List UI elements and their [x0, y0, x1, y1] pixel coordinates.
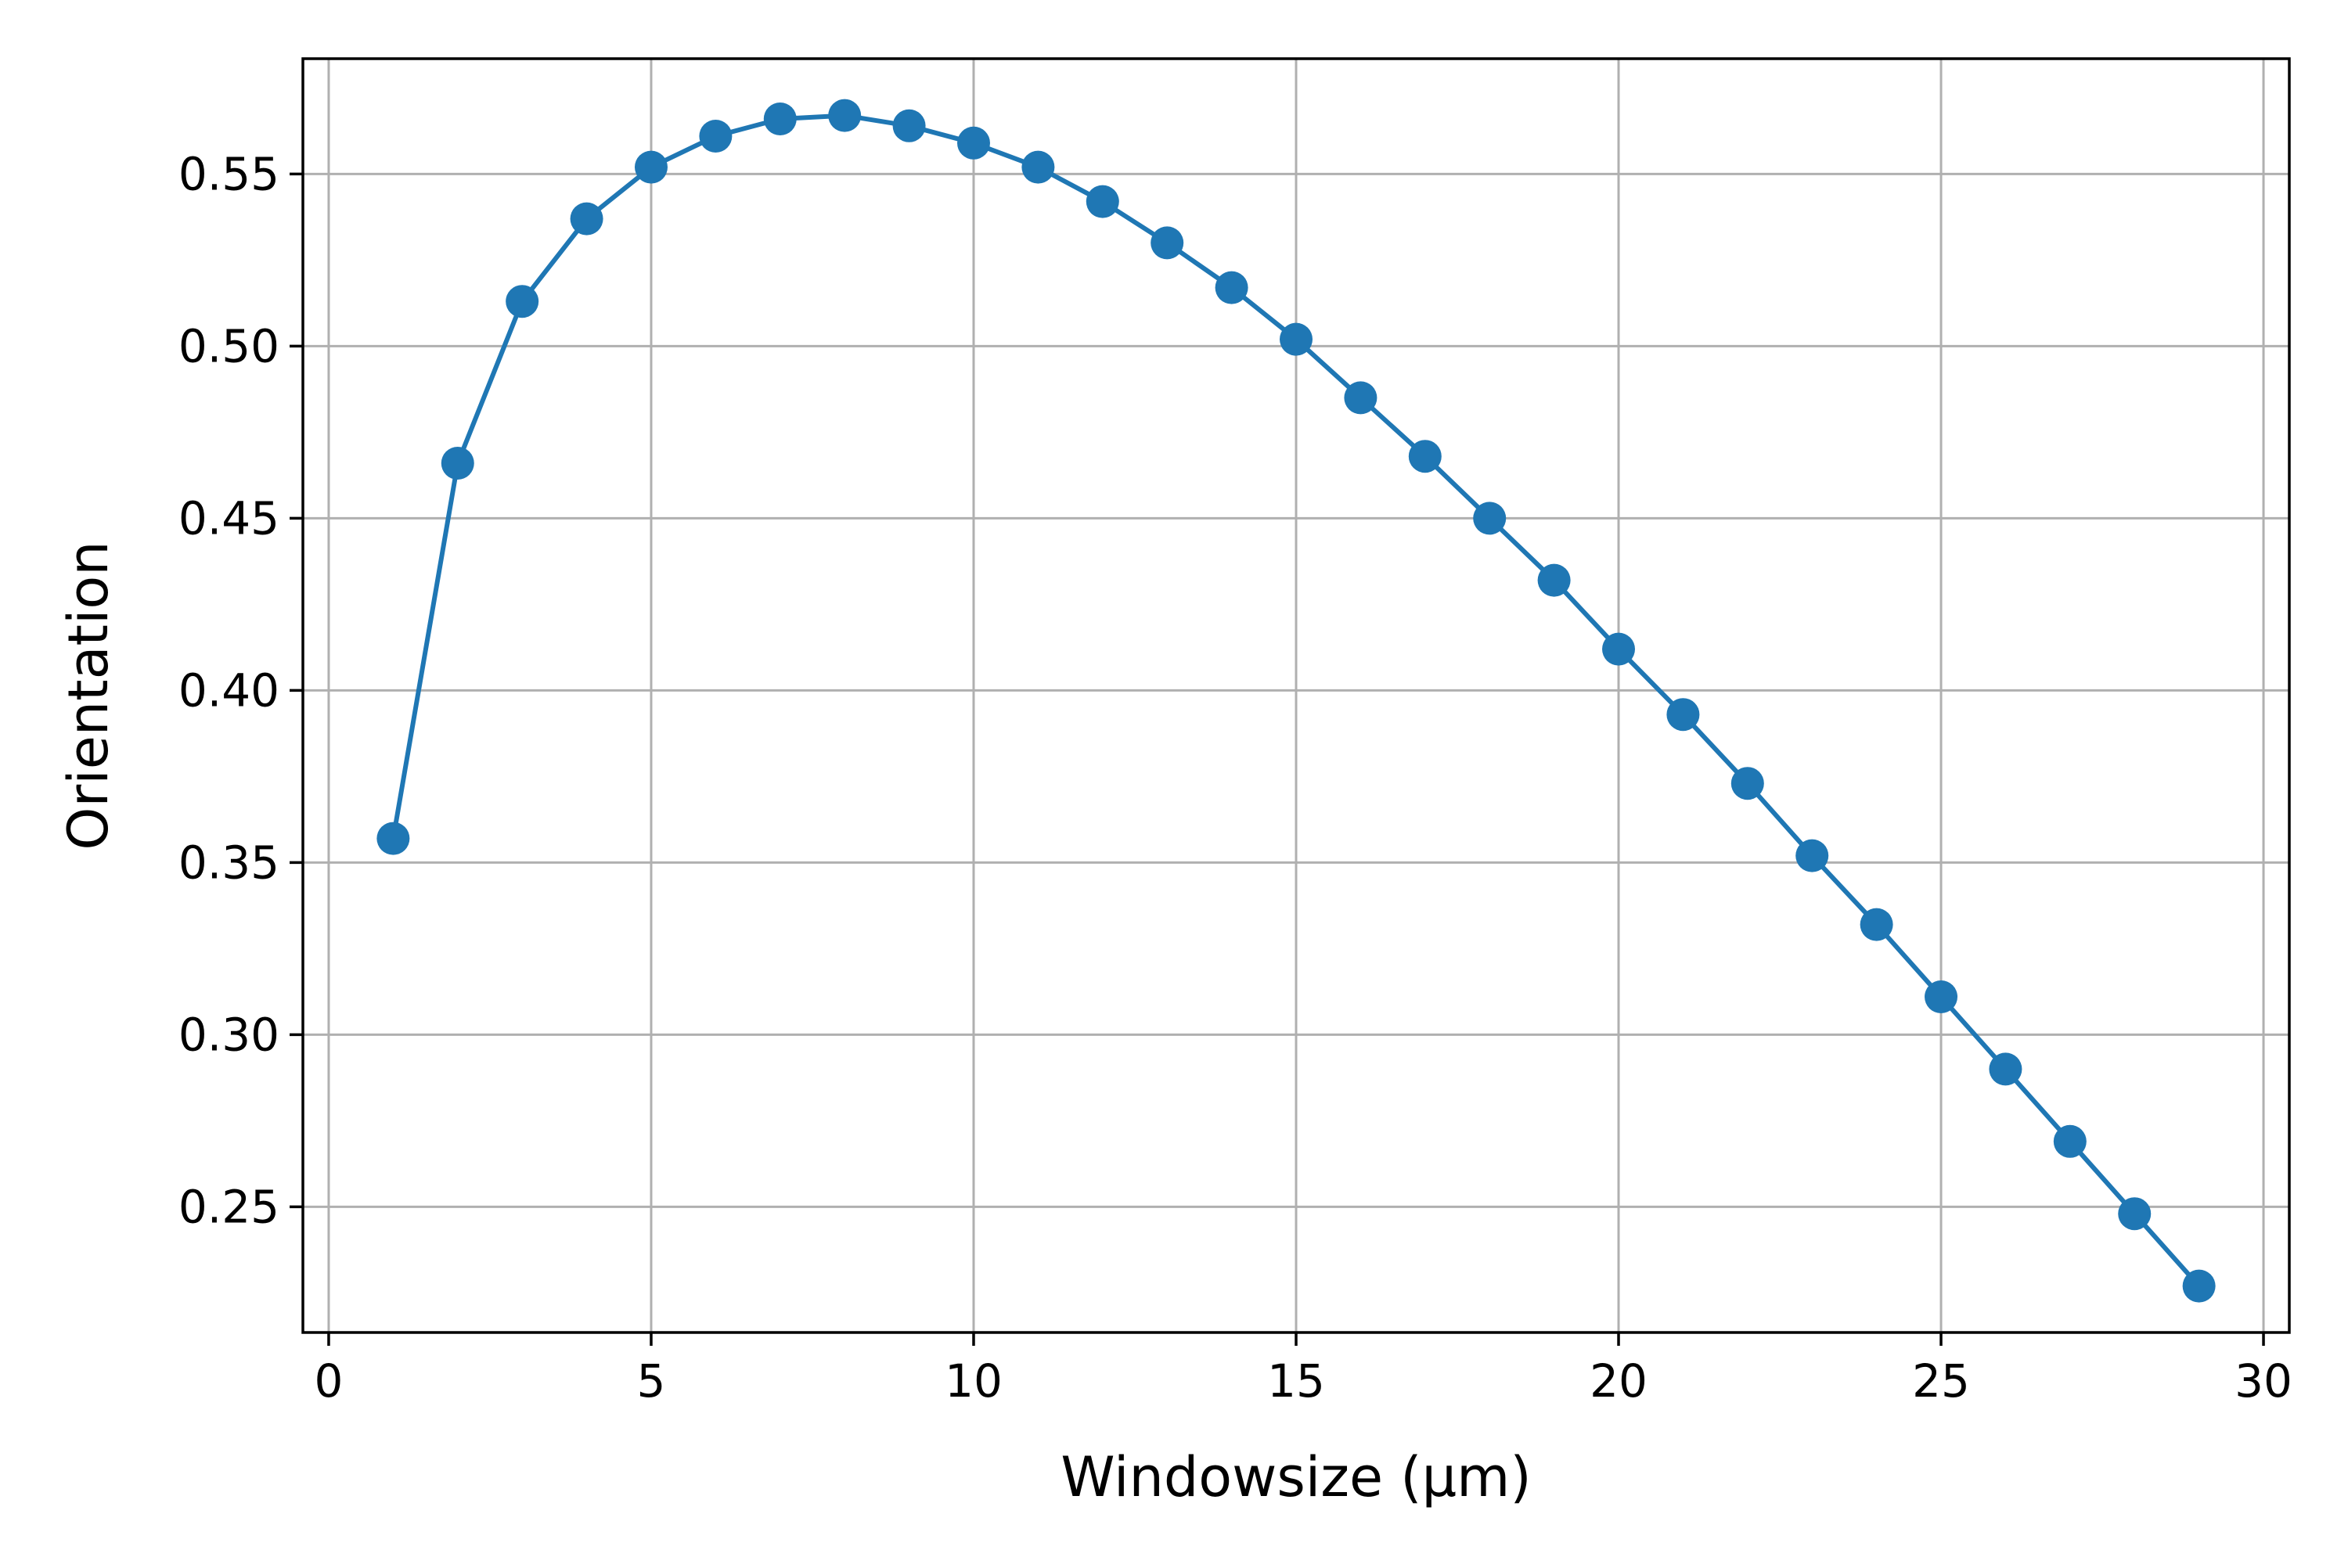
data-point: [1021, 150, 1055, 184]
data-point: [828, 99, 862, 132]
x-tick-label: 15: [1267, 1354, 1325, 1408]
data-point: [1602, 632, 1636, 666]
data-point: [1408, 440, 1442, 473]
data-point: [376, 822, 410, 855]
x-tick-label: 10: [945, 1354, 1003, 1408]
y-tick-label: 0.25: [178, 1180, 279, 1233]
data-point: [1666, 698, 1700, 732]
data-point: [1473, 502, 1507, 535]
data-point: [1795, 839, 1829, 872]
data-point: [1730, 767, 1764, 800]
x-tick-label: 0: [315, 1354, 344, 1408]
y-tick-label: 0.50: [178, 319, 279, 372]
y-tick-label: 0.35: [178, 836, 279, 889]
data-point: [1925, 980, 1958, 1013]
data-point: [634, 150, 668, 184]
data-point: [1537, 563, 1571, 597]
x-tick-label: 20: [1590, 1354, 1648, 1408]
y-tick-label: 0.40: [178, 664, 279, 717]
grid-lines: [303, 59, 2289, 1332]
data-point: [1151, 226, 1184, 260]
x-tick-label: 25: [1912, 1354, 1970, 1408]
data-point: [1344, 381, 1377, 415]
data-point: [1989, 1052, 2022, 1086]
data-point: [2182, 1269, 2216, 1303]
y-tick-label: 0.55: [178, 147, 279, 200]
axis-ticks: 0 5 10 15 20 25 30 0.25 0.30 0.35 0.40 0.45 0.50 0.55: [178, 147, 2292, 1408]
data-point: [506, 285, 539, 318]
data-point: [1860, 908, 1893, 941]
y-axis-title: Orientation: [56, 541, 121, 850]
data-point: [441, 447, 474, 480]
y-tick-label: 0.30: [178, 1008, 279, 1061]
y-tick-label: 0.45: [178, 491, 279, 545]
data-point: [892, 109, 926, 142]
data-point: [1086, 185, 1119, 218]
series-layer: [376, 99, 2216, 1303]
x-axis-title: Windowsize (µm): [1061, 1445, 1531, 1509]
x-tick-label: 30: [2235, 1354, 2292, 1408]
data-point: [2118, 1197, 2152, 1231]
data-point: [699, 120, 733, 153]
data-point: [2053, 1124, 2087, 1158]
data-point: [763, 102, 797, 135]
data-point: [956, 126, 990, 160]
data-point: [1215, 271, 1248, 304]
data-point: [1280, 322, 1313, 356]
x-tick-label: 5: [637, 1354, 666, 1408]
data-point: [570, 202, 603, 236]
